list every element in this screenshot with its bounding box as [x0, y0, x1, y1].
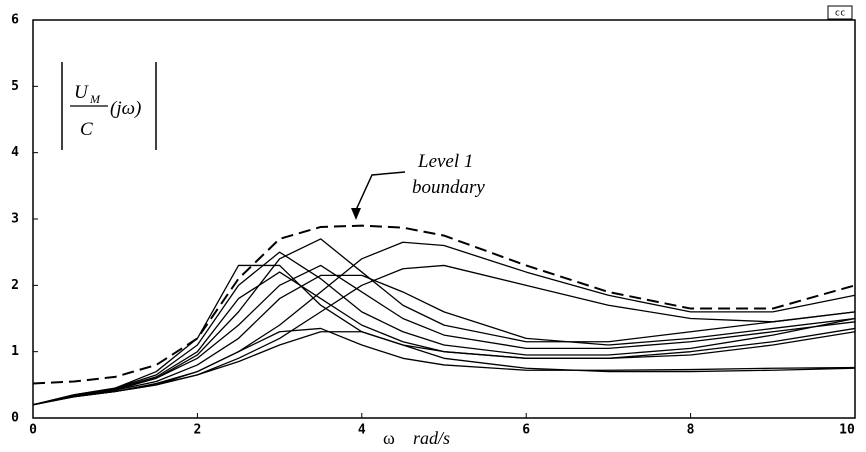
x-tick-label: 10 [839, 423, 855, 438]
annotation: Level 1 [417, 151, 473, 172]
arrow-head [351, 208, 361, 220]
response-line [32, 264, 856, 406]
ylabel-denominator: C [80, 119, 93, 140]
x-tick-label: 2 [193, 423, 201, 438]
x-axis-unit: rad/s [413, 428, 450, 448]
response-line [32, 271, 856, 406]
response-line [32, 264, 856, 406]
x-tick-label: 4 [358, 423, 366, 438]
y-tick-label: 2 [11, 278, 19, 293]
x-axis-symbol: ω [383, 428, 395, 448]
ylabel-argument: (jω) [110, 98, 141, 119]
response-line [32, 264, 856, 406]
y-tick-label: 6 [11, 13, 19, 28]
badge: cc [835, 9, 846, 19]
x-tick-label: 8 [687, 423, 695, 438]
boundary-line [32, 224, 856, 385]
y-tick-label: 3 [11, 212, 19, 227]
annotation-arrow [355, 171, 406, 211]
y-tick-label: 0 [11, 411, 19, 426]
response-line [32, 331, 856, 406]
y-tick-label: 1 [11, 344, 19, 359]
badge-box [827, 5, 853, 20]
y-tick-label: 4 [11, 145, 19, 160]
x-tick-label: 6 [522, 423, 530, 438]
response-line [32, 327, 856, 406]
ylabel-numerator: U [74, 82, 89, 103]
response-line [32, 241, 856, 406]
response-line [32, 238, 856, 406]
ylabel-sub: M [89, 92, 101, 106]
y-tick-label: 5 [11, 79, 19, 94]
response-line [32, 251, 856, 406]
annotation: boundary [412, 177, 485, 198]
y-axis-label: U M C (jω) [61, 62, 157, 150]
x-tick-label: 0 [29, 423, 37, 438]
